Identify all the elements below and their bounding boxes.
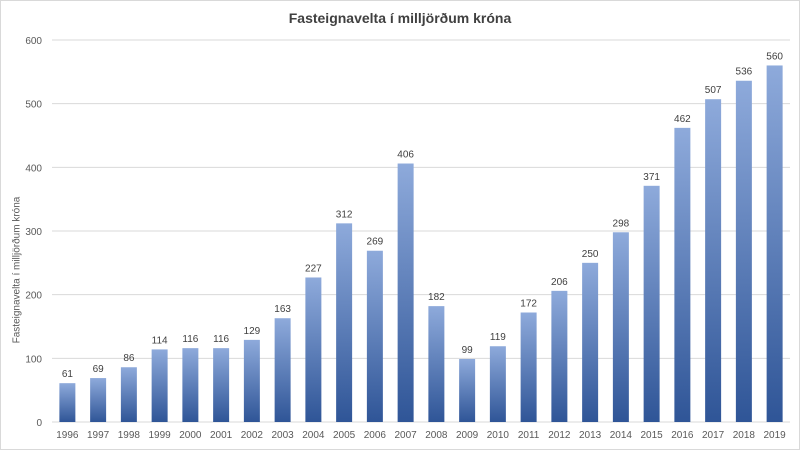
y-axis-ticks: 0 100 200 300 400 500 600	[25, 36, 42, 429]
x-tick-label: 2000	[179, 430, 202, 441]
x-tick-label: 2010	[487, 430, 510, 441]
bars	[59, 65, 783, 423]
x-tick-label: 2015	[641, 430, 664, 441]
bar-2003	[274, 318, 291, 422]
x-tick-label: 2016	[671, 430, 694, 441]
bar-2010	[489, 346, 506, 422]
x-tick-label: 2005	[333, 430, 356, 441]
bar-1997	[90, 378, 107, 422]
y-tick-label: 100	[25, 354, 42, 365]
data-label-2002: 129	[244, 326, 261, 337]
y-tick-label: 500	[25, 100, 42, 111]
x-tick-label: 2007	[395, 430, 418, 441]
data-label-2001: 116	[213, 334, 229, 345]
data-label-2019: 560	[766, 51, 783, 62]
y-tick-label: 200	[25, 291, 42, 302]
bar-1999	[151, 349, 168, 422]
data-label-2008: 182	[428, 292, 445, 303]
bar-2008	[428, 306, 445, 422]
y-tick-label: 400	[25, 163, 42, 174]
data-label-2014: 298	[613, 218, 630, 229]
chart-title: Fasteignavelta í milljörðum króna	[288, 10, 512, 26]
y-tick-label: 300	[25, 227, 42, 238]
data-label-2000: 116	[182, 334, 198, 345]
bar-2017	[705, 99, 722, 423]
data-labels: 61 69 86 114 116 116 129 163 227 312 269 406 182 99 11…	[62, 51, 784, 380]
x-tick-label: 2001	[210, 430, 233, 441]
data-label-2018: 536	[736, 67, 753, 78]
data-label-1997: 69	[93, 364, 105, 375]
bar-2001	[213, 348, 230, 422]
data-label-2007: 406	[397, 150, 414, 161]
data-label-2010: 119	[490, 332, 506, 343]
x-tick-label: 2009	[456, 430, 479, 441]
gridlines	[52, 39, 790, 423]
data-label-2005: 312	[336, 209, 353, 220]
bar-2004	[305, 277, 322, 422]
bar-2009	[459, 358, 476, 422]
data-label-1999: 114	[152, 335, 168, 346]
x-axis-ticks: 1996 1997 1998 1999 2000 2001 2002 2003 2004 2005…	[56, 430, 786, 441]
bar-2018	[735, 80, 752, 422]
y-tick-label: 0	[36, 418, 42, 429]
bar-1998	[120, 367, 137, 422]
bar-2005	[336, 223, 353, 422]
x-tick-label: 2013	[579, 430, 602, 441]
x-tick-label: 2006	[364, 430, 387, 441]
y-tick-label: 600	[25, 36, 42, 47]
data-label-2017: 507	[705, 85, 722, 96]
bar-2011	[520, 312, 537, 422]
data-label-1998: 86	[123, 353, 135, 364]
bar-2007	[397, 163, 414, 422]
x-tick-label: 2002	[241, 430, 264, 441]
x-tick-label: 2014	[610, 430, 633, 441]
data-label-1996: 61	[62, 369, 74, 380]
bar-2002	[243, 339, 260, 422]
data-label-2009: 99	[462, 345, 474, 356]
x-tick-label: 1997	[87, 430, 110, 441]
bar-2012	[551, 290, 568, 422]
data-label-2003: 163	[274, 304, 291, 315]
bar-2013	[582, 262, 599, 422]
data-label-2016: 462	[674, 114, 691, 125]
data-label-2013: 250	[582, 249, 599, 260]
data-label-2012: 206	[551, 277, 568, 288]
bar-1996	[59, 383, 76, 422]
bar-2000	[182, 348, 199, 422]
data-label-2006: 269	[367, 237, 384, 248]
bar-2016	[674, 127, 691, 423]
x-tick-label: 2012	[548, 430, 571, 441]
x-tick-label: 2017	[702, 430, 725, 441]
x-tick-label: 2004	[302, 430, 325, 441]
bar-2019	[766, 65, 783, 422]
bar-2015	[643, 185, 660, 422]
x-tick-label: 2011	[518, 430, 540, 441]
data-label-2015: 371	[643, 172, 660, 183]
x-tick-label: 2019	[764, 430, 787, 441]
bar-2006	[366, 250, 383, 422]
bar-2014	[612, 232, 629, 422]
data-label-2011: 172	[520, 298, 537, 309]
x-tick-label: 2008	[425, 430, 448, 441]
x-tick-label: 1999	[149, 430, 172, 441]
data-label-2004: 227	[305, 263, 322, 274]
x-tick-label: 2003	[272, 430, 295, 441]
x-tick-label: 2018	[733, 430, 756, 441]
x-tick-label: 1998	[118, 430, 141, 441]
x-tick-label: 1996	[56, 430, 79, 441]
